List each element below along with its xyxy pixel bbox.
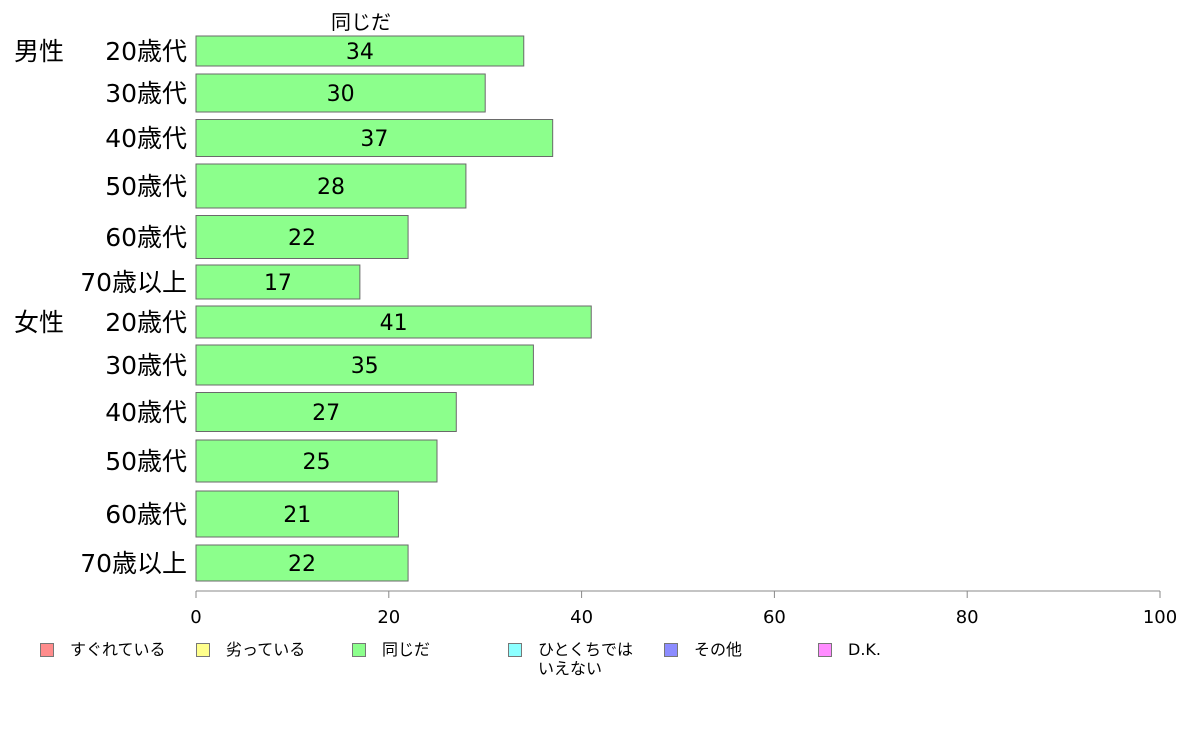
x-tick-label: 40: [570, 607, 593, 628]
legend-swatch: [40, 643, 54, 657]
category-label: 50歳代: [105, 447, 187, 476]
legend-swatch: [818, 643, 832, 657]
category-label: 20歳代: [105, 37, 187, 66]
bar-value-label: 30: [327, 82, 355, 107]
category-label: 30歳代: [105, 79, 187, 108]
legend-item: すぐれている: [40, 640, 166, 659]
category-label: 50歳代: [105, 172, 187, 201]
bar-value-label: 21: [283, 503, 311, 528]
bar: [195, 305, 592, 339]
bar: [195, 264, 361, 300]
bar-value-label: 25: [303, 450, 331, 475]
bar-value-label: 37: [360, 127, 388, 152]
bar: [195, 544, 409, 582]
legend-label: ひとくちでは いえない: [538, 640, 634, 678]
bar: [195, 439, 438, 483]
bar: [195, 392, 457, 432]
bar: [195, 73, 486, 113]
bar: [195, 344, 534, 386]
bar-value-label: 27: [312, 401, 340, 426]
legend-item: 同じだ: [352, 640, 430, 659]
legend-swatch: [508, 643, 522, 657]
legend-item: 劣っている: [196, 640, 305, 659]
legend-swatch: [664, 643, 678, 657]
legend-label: D.K.: [848, 640, 881, 659]
category-label: 40歳代: [105, 124, 187, 153]
legend-label: 劣っている: [226, 640, 306, 659]
bar: [195, 490, 399, 538]
legend: すぐれている 劣っている 同じだ ひとくちでは いえない その他 D.K.: [0, 640, 1188, 700]
category-label: 40歳代: [105, 398, 187, 427]
bar: [195, 215, 409, 259]
bar: [195, 35, 525, 67]
bar: [195, 163, 467, 209]
x-tick-label: 80: [956, 607, 979, 628]
category-label: 70歳以上: [80, 549, 187, 578]
bar-value-label: 35: [351, 354, 379, 379]
bar-value-label: 17: [264, 271, 292, 296]
bar-value-label: 41: [380, 311, 408, 336]
legend-item: その他: [664, 640, 742, 659]
category-label: 70歳以上: [80, 268, 187, 297]
x-tick-label: 20: [377, 607, 400, 628]
legend-label: 同じだ: [382, 640, 431, 659]
legend-swatch: [196, 643, 210, 657]
category-label: 20歳代: [105, 308, 187, 337]
series-title: 同じだ: [331, 10, 391, 34]
legend-item: D.K.: [818, 640, 881, 659]
legend-item: ひとくちでは いえない: [508, 640, 633, 678]
legend-label: すぐれている: [70, 640, 166, 659]
bar-value-label: 28: [317, 175, 345, 200]
bar-value-label: 22: [288, 552, 316, 577]
group-label: 女性: [14, 308, 64, 337]
bar-value-label: 34: [346, 40, 374, 65]
x-tick-label: 100: [1143, 607, 1177, 628]
bar: [195, 119, 554, 157]
legend-swatch: [352, 643, 366, 657]
bar-chart: 34 20歳代 30 30歳代 37 40歳代 28 50歳代 22 60歳代 17 70歳以上 41 2…: [14, 35, 1177, 628]
category-label: 60歳代: [105, 223, 187, 252]
bar-value-label: 22: [288, 226, 316, 251]
category-label: 60歳代: [105, 500, 187, 529]
legend-label: その他: [694, 640, 743, 659]
x-tick-label: 60: [763, 607, 786, 628]
x-tick-label: 0: [190, 607, 201, 628]
group-label: 男性: [14, 37, 64, 66]
category-label: 30歳代: [105, 351, 187, 380]
